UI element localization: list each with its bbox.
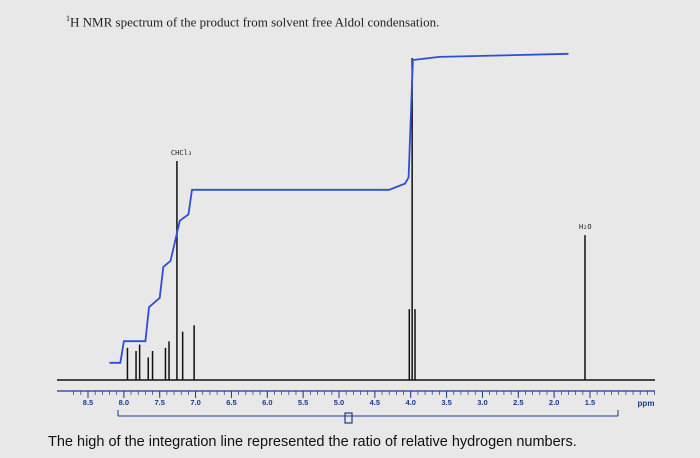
tick-label-2: 7.5 — [154, 398, 164, 407]
tick-label-6: 5.5 — [298, 398, 308, 407]
spectrum-title: 1H NMR spectrum of the product from solv… — [66, 14, 439, 30]
tick-label-3: 7.0 — [190, 398, 200, 407]
title-superscript: 1 — [66, 14, 70, 23]
tick-label-1: 8.0 — [119, 398, 129, 407]
tick-label-8: 4.5 — [370, 398, 380, 407]
scale-marker — [344, 412, 353, 424]
tick-label-13: 2.0 — [549, 398, 559, 407]
tick-label-10: 3.5 — [441, 398, 451, 407]
tick-label-9: 4.0 — [405, 398, 415, 407]
tick-label-11: 3.0 — [477, 398, 487, 407]
tick-label-7: 5.0 — [334, 398, 344, 407]
integration-line — [109, 52, 569, 364]
tick-label-12: 2.5 — [513, 398, 523, 407]
peak-label-13: H₂O — [579, 223, 592, 231]
peak-label-7: CHCl₃ — [171, 149, 192, 157]
tick-label-0: 8.5 — [83, 398, 93, 407]
tick-label-4: 6.5 — [226, 398, 236, 407]
x-axis-unit: ppm — [638, 399, 655, 408]
title-text: H NMR spectrum of the product from solve… — [70, 14, 440, 30]
tick-label-14: 1.5 — [585, 398, 595, 407]
tick-label-5: 6.0 — [262, 398, 272, 407]
caption: The high of the integration line represe… — [48, 434, 577, 450]
